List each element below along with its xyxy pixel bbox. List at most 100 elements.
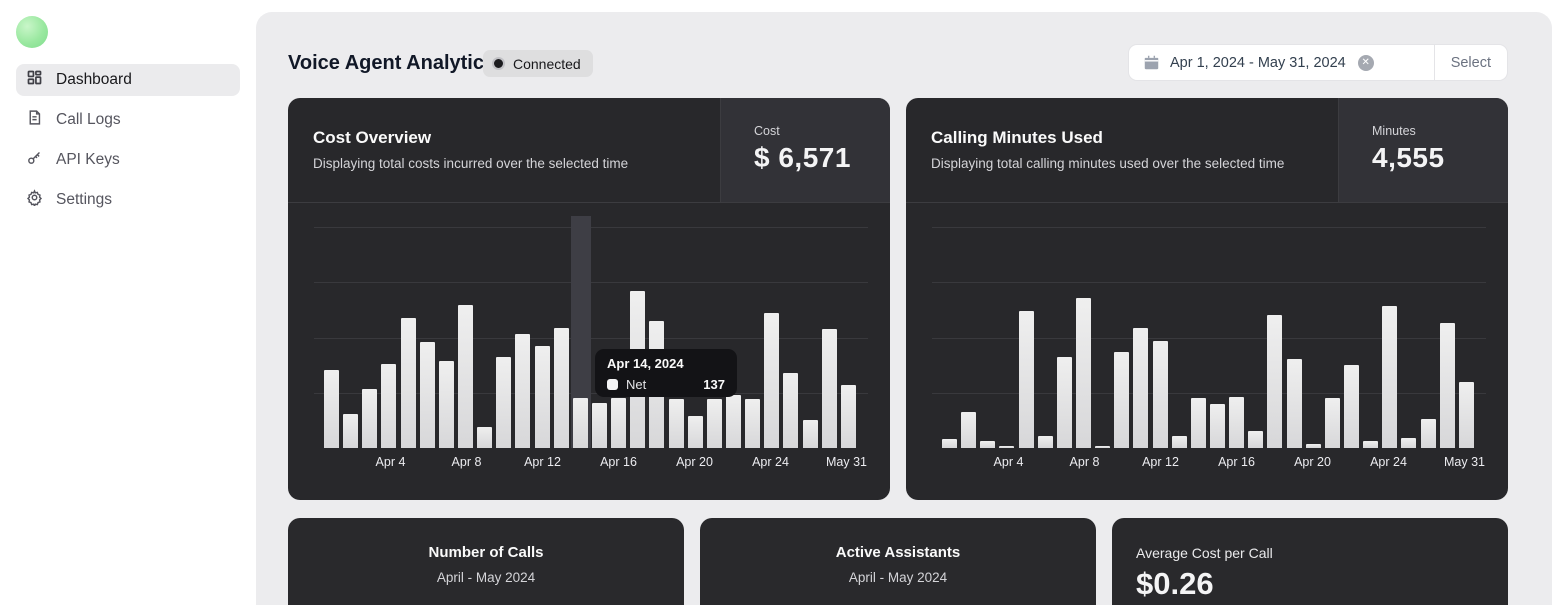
bar-apr-23[interactable] <box>745 399 761 448</box>
bar-apr-16[interactable] <box>1229 397 1245 448</box>
bar-apr-21[interactable] <box>706 398 722 448</box>
bar-apr-26[interactable] <box>802 420 818 448</box>
cost-card-subtitle: Displaying total costs incurred over the… <box>313 156 629 171</box>
gridline <box>314 337 868 339</box>
bar-apr-20[interactable] <box>687 415 703 448</box>
gear-icon <box>26 189 43 211</box>
sidebar-item-label: Settings <box>56 191 113 208</box>
bar-apr-15[interactable] <box>591 403 607 448</box>
bar-apr-27[interactable] <box>821 329 837 448</box>
x-tick-label: Apr 4 <box>993 455 1024 469</box>
x-tick-label: Apr 16 <box>600 455 637 469</box>
x-tick-label: Apr 4 <box>375 455 406 469</box>
avg-cost-card-title: Average Cost per Call <box>1136 545 1273 561</box>
bar-apr-10[interactable] <box>496 356 512 448</box>
bar-apr-8[interactable] <box>457 305 473 448</box>
bar-apr-11[interactable] <box>515 333 531 448</box>
bar-apr-14[interactable] <box>572 397 588 448</box>
x-tick-label: Apr 12 <box>524 455 561 469</box>
minutes-bar-chart[interactable]: Apr 4 Apr 8 Apr 12 Apr 16 Apr 20 Apr 24 May 31 <box>906 203 1508 499</box>
bar-apr-24[interactable] <box>1382 306 1398 448</box>
gridline <box>314 282 868 284</box>
gridline <box>932 392 1486 394</box>
document-icon <box>26 109 43 131</box>
bar-apr-3[interactable] <box>980 441 996 448</box>
minutes-card-subtitle: Displaying total calling minutes used ov… <box>931 156 1285 171</box>
bar-apr-12[interactable] <box>1152 341 1168 448</box>
bar-apr-27[interactable] <box>1439 323 1455 448</box>
bar-apr-5[interactable] <box>1018 311 1034 448</box>
bar-apr-6[interactable] <box>1037 435 1053 448</box>
status-badge: Connected <box>483 50 593 77</box>
bar-apr-4[interactable] <box>999 446 1015 448</box>
bar-apr-3[interactable] <box>362 389 378 448</box>
gridline <box>932 227 1486 228</box>
bar-apr-15[interactable] <box>1209 404 1225 448</box>
bar-may-31[interactable] <box>1458 382 1474 448</box>
bar-apr-8[interactable] <box>1075 298 1091 448</box>
sidebar-item-settings[interactable]: Settings <box>16 184 240 216</box>
bar-may-31[interactable] <box>840 385 856 448</box>
main-panel: Voice Agent Analytics Connected Apr 1, 2… <box>256 12 1552 605</box>
bar-apr-22[interactable] <box>1343 365 1359 448</box>
tooltip-swatch-icon <box>607 379 618 390</box>
minutes-card-header: Calling Minutes Used Displaying total ca… <box>906 98 1508 203</box>
bar-apr-13[interactable] <box>1171 435 1187 448</box>
cost-stat-value: $ 6,571 <box>754 142 851 173</box>
bar-apr-12[interactable] <box>534 345 550 448</box>
x-tick-label: Apr 12 <box>1142 455 1179 469</box>
x-tick-label: Apr 20 <box>1294 455 1331 469</box>
bar-apr-24[interactable] <box>764 312 780 448</box>
sidebar-item-call-logs[interactable]: Call Logs <box>16 104 240 136</box>
bar-apr-2[interactable] <box>343 413 359 448</box>
sidebar-item-api-keys[interactable]: API Keys <box>16 144 240 176</box>
bar-apr-21[interactable] <box>1324 397 1340 448</box>
bar-apr-18[interactable] <box>1267 315 1283 448</box>
tooltip-series-label: Net <box>626 377 647 392</box>
bar-apr-13[interactable] <box>553 327 569 448</box>
active-assistants-card: Active Assistants April - May 2024 <box>700 518 1096 605</box>
bar-apr-25[interactable] <box>1401 438 1417 448</box>
bar-apr-19[interactable] <box>668 398 684 448</box>
bar-apr-16[interactable] <box>611 397 627 448</box>
bar-apr-2[interactable] <box>961 411 977 448</box>
date-range-picker[interactable]: Apr 1, 2024 - May 31, 2024 ✕ <box>1129 54 1434 71</box>
bar-apr-25[interactable] <box>783 372 799 448</box>
bar-apr-17[interactable] <box>1248 431 1264 448</box>
bar-apr-6[interactable] <box>419 342 435 448</box>
bar-apr-7[interactable] <box>438 361 454 448</box>
bar-apr-10[interactable] <box>1114 352 1130 448</box>
bar-apr-9[interactable] <box>477 427 493 448</box>
sidebar-item-dashboard[interactable]: Dashboard <box>16 64 240 96</box>
cost-overview-card: Cost Overview Displaying total costs inc… <box>288 98 890 500</box>
hover-highlight-band <box>570 216 591 448</box>
assistants-card-subtitle: April - May 2024 <box>848 570 948 585</box>
bar-apr-1[interactable] <box>942 439 957 448</box>
bar-apr-1[interactable] <box>324 369 339 448</box>
calendar-icon <box>1143 54 1160 71</box>
clear-date-icon[interactable]: ✕ <box>1357 54 1374 71</box>
cost-bar-chart[interactable]: Apr 4 Apr 8 Apr 12 Apr 16 Apr 20 Apr 24 May 31… <box>288 203 890 499</box>
divider <box>1433 45 1435 80</box>
cost-card-title: Cost Overview <box>313 128 432 147</box>
bar-apr-26[interactable] <box>1420 418 1436 448</box>
bar-apr-9[interactable] <box>1095 446 1111 448</box>
status-dot-icon <box>492 57 505 70</box>
bar-apr-7[interactable] <box>1056 357 1072 448</box>
page-title: Voice Agent Analytics <box>288 52 496 74</box>
bar-apr-20[interactable] <box>1305 443 1321 448</box>
app-logo[interactable] <box>16 16 48 48</box>
minutes-card-title: Calling Minutes Used <box>931 128 1103 147</box>
bar-apr-19[interactable] <box>1286 359 1302 448</box>
minutes-chart-plot <box>932 227 1486 448</box>
cost-card-header: Cost Overview Displaying total costs inc… <box>288 98 890 203</box>
bar-apr-4[interactable] <box>381 364 397 448</box>
bar-apr-23[interactable] <box>1363 441 1379 448</box>
bar-apr-11[interactable] <box>1133 328 1149 448</box>
bar-apr-22[interactable] <box>725 394 741 448</box>
bar-apr-14[interactable] <box>1190 397 1206 448</box>
date-select-button[interactable]: Select <box>1450 54 1491 71</box>
bar-apr-5[interactable] <box>400 317 416 448</box>
tooltip-value: 137 <box>703 377 725 392</box>
